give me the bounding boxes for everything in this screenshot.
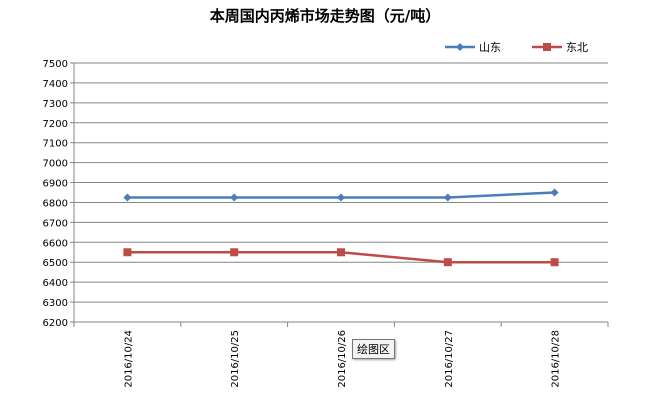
y-tick-label: 6700 <box>43 218 68 229</box>
legend-marker-0 <box>456 43 464 51</box>
y-tick-label: 6900 <box>43 179 68 190</box>
y-tick-label: 6200 <box>43 318 68 329</box>
series-group <box>123 188 559 267</box>
y-tick-label: 6400 <box>43 278 68 289</box>
y-tick-label: 7000 <box>43 159 68 170</box>
data-point <box>550 258 559 267</box>
x-tick-label: 2016/10/24 <box>123 330 134 388</box>
legend: 山东 东北 <box>445 41 588 54</box>
data-point <box>550 188 559 197</box>
x-tick-label: 2016/10/28 <box>551 330 562 388</box>
x-tick-label: 2016/10/25 <box>230 330 241 388</box>
x-axis-ticks: 2016/10/24 2016/10/25 2016/10/26 2016/10/27… <box>73 322 609 388</box>
x-tick-label: 2016/10/27 <box>444 330 455 388</box>
y-axis-ticks: 6200 6300 6400 6500 6600 6700 6800 6900 7000 7100… <box>43 59 74 329</box>
data-point <box>443 258 452 267</box>
data-point <box>337 248 345 257</box>
y-tick-label: 6500 <box>43 258 68 269</box>
legend-label-1: 东北 <box>566 41 588 54</box>
plot-area-tooltip: 绘图区 <box>352 339 395 359</box>
data-point <box>230 193 239 202</box>
y-tick-label: 7200 <box>43 119 68 130</box>
y-tick-label: 7100 <box>43 139 68 150</box>
data-point <box>123 248 132 257</box>
y-tick-label: 7300 <box>43 99 68 110</box>
series-1 <box>123 248 559 267</box>
series-0 <box>123 188 559 202</box>
data-point <box>337 193 345 202</box>
y-tick-label: 7400 <box>43 79 68 90</box>
y-tick-label: 6300 <box>43 298 68 309</box>
legend-marker-1 <box>543 43 551 51</box>
x-tick-label: 2016/10/26 <box>337 330 348 388</box>
y-tick-label: 6800 <box>43 198 68 209</box>
y-tick-label: 7500 <box>43 59 68 70</box>
y-tick-label: 6600 <box>43 238 68 249</box>
chart-title: 本周国内丙烯市场走势图（元/吨） <box>210 7 440 25</box>
data-point <box>443 193 452 202</box>
data-point <box>230 248 239 257</box>
gridlines <box>73 62 608 323</box>
data-point <box>123 193 132 202</box>
legend-label-0: 山东 <box>479 41 501 54</box>
